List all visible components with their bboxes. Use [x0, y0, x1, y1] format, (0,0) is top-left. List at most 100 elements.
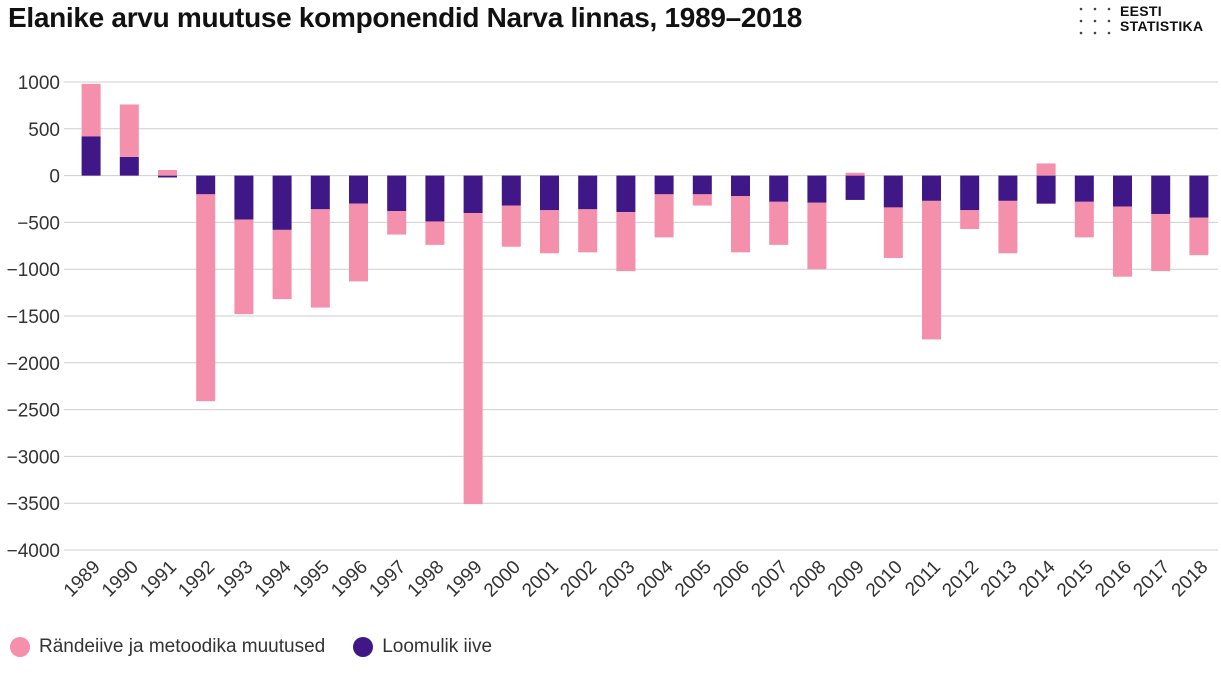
bar-migration-1990	[119, 104, 139, 157]
x-tick-label: 2014	[1015, 556, 1060, 601]
bar-natural-1989	[81, 136, 101, 176]
bar-natural-2018	[1189, 175, 1209, 218]
bar-migration-1996	[349, 203, 368, 282]
legend-label-natural: Loomulik iive	[382, 636, 493, 657]
y-tick-label: 500	[28, 120, 60, 141]
bar-natural-2003	[616, 175, 636, 213]
logo-line-1: EESTI	[1120, 3, 1162, 19]
x-tick-label: 1994	[251, 556, 296, 601]
x-tick-label: 2009	[824, 557, 869, 602]
y-tick-label: 0	[49, 167, 60, 188]
x-tick-label: 2017	[1129, 557, 1174, 602]
bar-natural-2009	[845, 175, 865, 200]
y-tick-label: −3000	[7, 447, 60, 468]
bar-natural-1999	[463, 175, 483, 214]
x-tick-label: 1997	[365, 557, 410, 602]
x-tick-label: 2010	[862, 557, 907, 602]
bar-migration-1994	[272, 229, 292, 300]
x-tick-label: 1991	[136, 557, 181, 602]
bar-migration-2007	[769, 201, 789, 245]
x-tick-label: 2004	[633, 556, 678, 601]
bar-migration-2013	[998, 200, 1018, 254]
bar-natural-2006	[731, 175, 750, 197]
bar-natural-1995	[310, 175, 330, 210]
y-tick-label: −2500	[7, 401, 60, 422]
x-tick-label: 2000	[480, 557, 525, 602]
x-tick-label: 2001	[518, 557, 563, 602]
y-tick-label: 1000	[18, 73, 60, 94]
bar-natural-1990	[119, 156, 139, 176]
x-tick-label: 1990	[98, 557, 143, 602]
chart-title: Elanike arvu muutuse komponendid Narva l…	[8, 2, 802, 33]
bar-natural-2001	[540, 175, 559, 211]
x-tick-label: 2018	[1168, 557, 1213, 602]
x-tick-label: 1995	[289, 557, 334, 602]
bar-natural-1997	[387, 175, 407, 212]
x-tick-label: 1989	[60, 557, 105, 602]
bar-natural-2014	[1036, 175, 1056, 204]
x-tick-label: 2002	[556, 557, 601, 602]
bar-natural-2017	[1151, 175, 1171, 214]
bar-migration-2005	[692, 194, 712, 206]
bar-natural-2007	[769, 175, 789, 202]
x-tick-label: 1992	[174, 557, 219, 602]
x-tick-label: 2006	[709, 557, 754, 602]
legend-item-migration: Rändeiive ja metoodika muutused	[10, 636, 325, 658]
y-tick-label: −1500	[7, 307, 60, 328]
bar-migration-2010	[883, 207, 903, 258]
legend-item-natural: Loomulik iive	[353, 636, 492, 658]
chart-legend: Rändeiive ja metoodika muutused Loomulik…	[10, 636, 492, 658]
bar-migration-2003	[616, 212, 636, 272]
bar-natural-1996	[349, 175, 368, 204]
bar-migration-2012	[960, 210, 980, 229]
bar-migration-1993	[234, 219, 254, 315]
bar-natural-1994	[272, 175, 292, 230]
eesti-statistika-logo: EESTI STATISTIKA	[1078, 4, 1218, 38]
y-tick-label: −4000	[7, 541, 60, 562]
x-tick-label: 2005	[671, 557, 716, 602]
x-tick-label: 2007	[747, 557, 792, 602]
x-tick-label: 2003	[595, 557, 640, 602]
x-tick-label: 2016	[1091, 557, 1136, 602]
bar-natural-2011	[922, 175, 941, 201]
legend-swatch-natural	[353, 637, 374, 657]
y-tick-label: −1000	[7, 260, 60, 281]
bar-natural-1992	[196, 175, 216, 195]
y-tick-label: −2000	[7, 354, 60, 375]
bar-natural-2016	[1113, 175, 1132, 207]
bar-migration-2004	[654, 194, 674, 238]
bar-migration-1992	[196, 194, 216, 402]
bar-natural-2012	[960, 175, 980, 211]
bar-natural-2004	[654, 175, 674, 195]
bar-natural-2002	[578, 175, 598, 210]
x-tick-label: 2012	[938, 557, 983, 602]
x-tick-label: 2013	[977, 557, 1022, 602]
bar-migration-1998	[425, 221, 445, 245]
bar-migration-2008	[807, 202, 827, 270]
bar-migration-1997	[387, 211, 407, 235]
logo-text: EESTI STATISTIKA	[1120, 4, 1203, 34]
bar-natural-2010	[883, 175, 903, 208]
bar-migration-2006	[731, 196, 750, 253]
bar-migration-1995	[310, 209, 330, 308]
bar-migration-2000	[501, 205, 521, 247]
bar-natural-2000	[501, 175, 521, 206]
bar-migration-2009	[845, 172, 865, 176]
bar-migration-2001	[540, 210, 559, 254]
bar-natural-1991	[158, 175, 177, 178]
bar-chart: 1000 500 0 −500 −1000 −1500 −2000 −2500 −3000 −35…	[7, 73, 1218, 602]
bar-natural-2005	[692, 175, 712, 195]
y-tick-label: −500	[17, 213, 60, 234]
bar-migration-2017	[1151, 213, 1171, 272]
x-tick-label: 1999	[442, 557, 487, 602]
x-tick-label: 1998	[404, 557, 449, 602]
x-tick-label: 2015	[1053, 557, 1098, 602]
bar-migration-2014	[1036, 163, 1056, 176]
bar-migration-2011	[922, 200, 941, 340]
logo-dots-icon	[1079, 7, 1111, 35]
y-tick-label: −3500	[7, 494, 60, 515]
bar-migration-1991	[158, 169, 177, 176]
bar-migration-2002	[578, 209, 598, 253]
x-tick-label: 1996	[327, 557, 372, 602]
x-tick-label: 2011	[901, 557, 945, 601]
